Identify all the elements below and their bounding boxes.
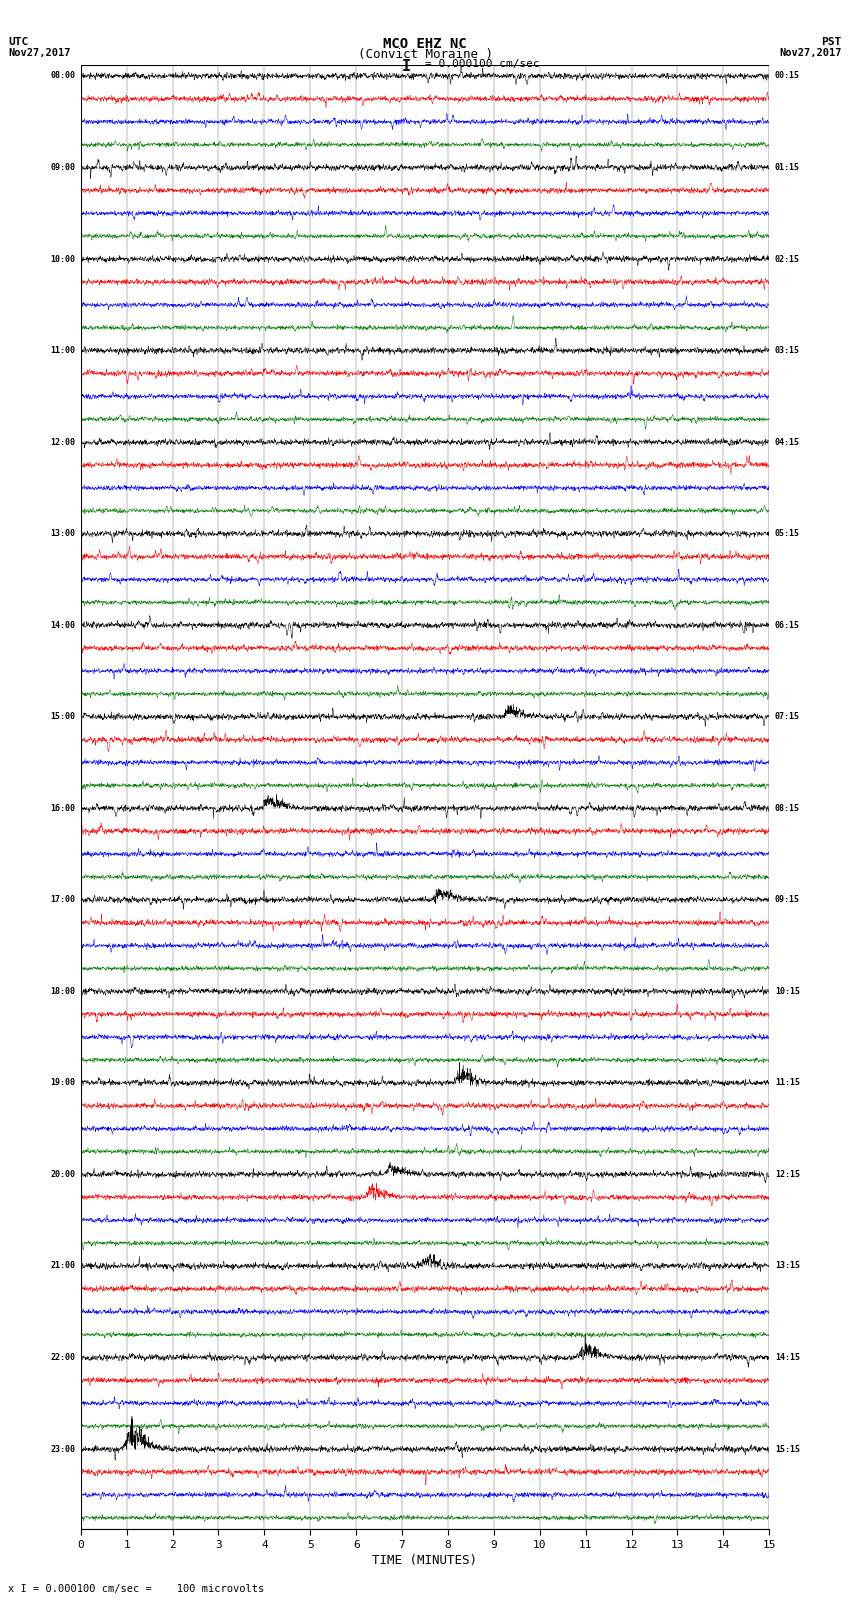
Text: 04:15: 04:15 xyxy=(774,437,800,447)
Text: = 0.000100 cm/sec: = 0.000100 cm/sec xyxy=(425,58,540,69)
Text: 17:00: 17:00 xyxy=(50,895,76,905)
Text: (Convict Moraine ): (Convict Moraine ) xyxy=(358,48,492,61)
Text: 06:15: 06:15 xyxy=(774,621,800,629)
Text: MCO EHZ NC: MCO EHZ NC xyxy=(383,37,467,52)
Text: UTC: UTC xyxy=(8,37,29,47)
Text: 05:15: 05:15 xyxy=(774,529,800,539)
Text: 15:00: 15:00 xyxy=(50,713,76,721)
Text: 12:00: 12:00 xyxy=(50,437,76,447)
Text: 03:15: 03:15 xyxy=(774,347,800,355)
Text: 01:15: 01:15 xyxy=(774,163,800,173)
Text: x I = 0.000100 cm/sec =    100 microvolts: x I = 0.000100 cm/sec = 100 microvolts xyxy=(8,1584,264,1594)
Text: 09:00: 09:00 xyxy=(50,163,76,173)
Text: 09:15: 09:15 xyxy=(774,895,800,905)
Text: PST: PST xyxy=(821,37,842,47)
Text: 21:00: 21:00 xyxy=(50,1261,76,1271)
Text: Nov27,2017: Nov27,2017 xyxy=(779,48,842,58)
Text: I: I xyxy=(402,58,411,74)
Text: 08:00: 08:00 xyxy=(50,71,76,81)
Text: 23:00: 23:00 xyxy=(50,1445,76,1453)
Text: 14:00: 14:00 xyxy=(50,621,76,629)
X-axis label: TIME (MINUTES): TIME (MINUTES) xyxy=(372,1553,478,1566)
Text: 15:15: 15:15 xyxy=(774,1445,800,1453)
Text: 14:15: 14:15 xyxy=(774,1353,800,1361)
Text: 13:15: 13:15 xyxy=(774,1261,800,1271)
Text: 12:15: 12:15 xyxy=(774,1169,800,1179)
Text: 18:00: 18:00 xyxy=(50,987,76,995)
Text: 11:00: 11:00 xyxy=(50,347,76,355)
Text: 19:00: 19:00 xyxy=(50,1079,76,1087)
Text: 10:00: 10:00 xyxy=(50,255,76,263)
Text: 00:15: 00:15 xyxy=(774,71,800,81)
Text: Nov27,2017: Nov27,2017 xyxy=(8,48,71,58)
Text: 07:15: 07:15 xyxy=(774,713,800,721)
Text: 10:15: 10:15 xyxy=(774,987,800,995)
Text: 13:00: 13:00 xyxy=(50,529,76,539)
Text: 20:00: 20:00 xyxy=(50,1169,76,1179)
Text: 11:15: 11:15 xyxy=(774,1079,800,1087)
Text: 22:00: 22:00 xyxy=(50,1353,76,1361)
Text: 16:00: 16:00 xyxy=(50,803,76,813)
Text: 02:15: 02:15 xyxy=(774,255,800,263)
Text: 08:15: 08:15 xyxy=(774,803,800,813)
